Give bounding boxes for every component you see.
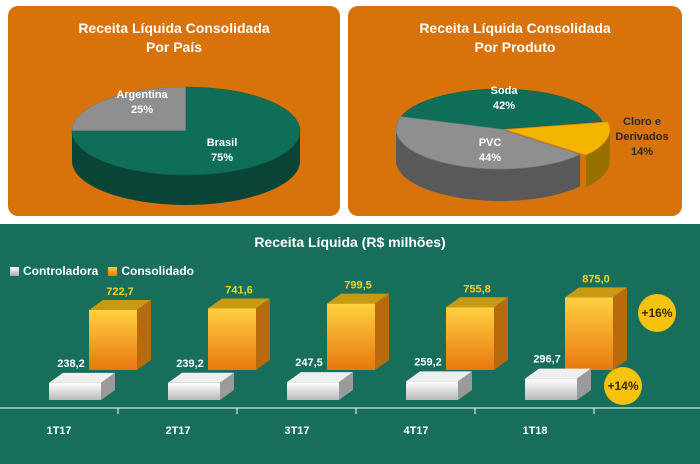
bar-controladora-1t18 bbox=[525, 368, 591, 400]
bar-consolidado-1t18 bbox=[565, 287, 627, 370]
pie-title-pais: Receita Líquida Consolidada Por País bbox=[8, 19, 340, 57]
data-label-controladora-1t18: 296,7 bbox=[533, 354, 561, 366]
bar-controladora-2t17 bbox=[168, 372, 234, 400]
pie-panel-pais: Receita Líquida Consolidada Por País Arg… bbox=[8, 6, 340, 216]
bar-chart-title: Receita Líquida (R$ milhões) bbox=[254, 234, 446, 250]
bar-controladora-3t17 bbox=[287, 372, 353, 400]
bar-chart: 722,7 238,2 1T17 741,6 239,2 2T17 799,5 247,5 3T… bbox=[0, 273, 700, 437]
pie-side-cloro-e-derivados bbox=[585, 129, 610, 188]
legend-item-controladora: Controladora bbox=[10, 264, 98, 278]
x-tick-label-2t17: 2T17 bbox=[165, 425, 190, 437]
pie-title-produto-line2: Por Produto bbox=[474, 39, 556, 55]
data-label-controladora-2t17: 239,2 bbox=[176, 358, 204, 370]
bar-chart-panel: 722,7 238,2 1T17 741,6 239,2 2T17 799,5 247,5 3T… bbox=[0, 224, 700, 464]
x-tick-label-4t17: 4T17 bbox=[403, 425, 428, 437]
pie-title-pais-line2: Por País bbox=[145, 39, 203, 55]
pie-side-brasil bbox=[72, 131, 300, 205]
data-label-consolidado-3t17: 799,5 bbox=[344, 280, 372, 292]
bar-consolidado-1t17 bbox=[89, 300, 151, 370]
bar-consolidado-3t17 bbox=[327, 293, 389, 370]
data-label-consolidado-4t17: 755,8 bbox=[463, 283, 491, 295]
data-label-consolidado-2t17: 741,6 bbox=[225, 284, 253, 296]
bar-controladora-4t17 bbox=[406, 371, 472, 400]
growth-badge-controladora: +14% bbox=[604, 367, 642, 405]
pie-slice-soda bbox=[400, 88, 603, 130]
pie-side-pvc bbox=[396, 129, 581, 202]
pie-label-argentina: Argentina 25% bbox=[116, 89, 168, 116]
bar-controladora-1t17 bbox=[49, 372, 115, 400]
legend-swatch-controladora bbox=[10, 266, 19, 276]
data-label-controladora-1t17: 238,2 bbox=[57, 358, 85, 370]
pie-chart-pais: Argentina 25% Brasil 75% bbox=[71, 86, 301, 205]
pie-slice-brasil bbox=[71, 86, 301, 176]
x-tick-label-1t17: 1T17 bbox=[46, 425, 71, 437]
x-tick-label-1t18: 1T18 bbox=[522, 425, 547, 437]
bar-consolidado-2t17 bbox=[208, 298, 270, 370]
x-tick-label-3t17: 3T17 bbox=[284, 425, 309, 437]
data-label-controladora-3t17: 247,5 bbox=[295, 357, 323, 369]
pie-chart-produto: Soda 42% Cloro e Derivados 14% PVC 44% bbox=[395, 85, 669, 202]
bar-consolidado-4t17 bbox=[446, 297, 508, 370]
legend-label-controladora: Controladora bbox=[23, 264, 99, 278]
pie-title-produto: Receita Líquida Consolidada Por Produto bbox=[348, 19, 682, 57]
data-label-consolidado-1t18: 875,0 bbox=[582, 273, 610, 285]
legend-swatch-consolidado bbox=[108, 266, 118, 276]
data-label-controladora-4t17: 259,2 bbox=[414, 356, 442, 368]
pie-panel-produto: Receita Líquida Consolidada Por Produto … bbox=[348, 6, 682, 216]
pie-label-brasil: Brasil 75% bbox=[207, 137, 238, 164]
pie-slice-pvc bbox=[395, 116, 581, 170]
pie-label-soda: Soda 42% bbox=[491, 85, 519, 112]
pie-title-produto-line1: Receita Líquida Consolidada bbox=[419, 20, 611, 36]
data-label-consolidado-1t17: 722,7 bbox=[106, 286, 134, 298]
bar-legend: Controladora Consolidado bbox=[10, 264, 194, 278]
growth-badge-consolidado: +16% bbox=[638, 294, 676, 332]
pie-slice-cloro-e-derivados bbox=[505, 121, 611, 156]
pie-title-pais-line1: Receita Líquida Consolidada bbox=[78, 20, 270, 36]
pie-label-pvc: PVC 44% bbox=[479, 137, 502, 164]
pie-slice-argentina bbox=[71, 86, 187, 132]
legend-label-consolidado: Consolidado bbox=[121, 264, 195, 278]
pie-label-cloro-e-derivados: Cloro e Derivados 14% bbox=[615, 116, 668, 158]
legend-item-consolidado: Consolidado bbox=[108, 264, 194, 278]
